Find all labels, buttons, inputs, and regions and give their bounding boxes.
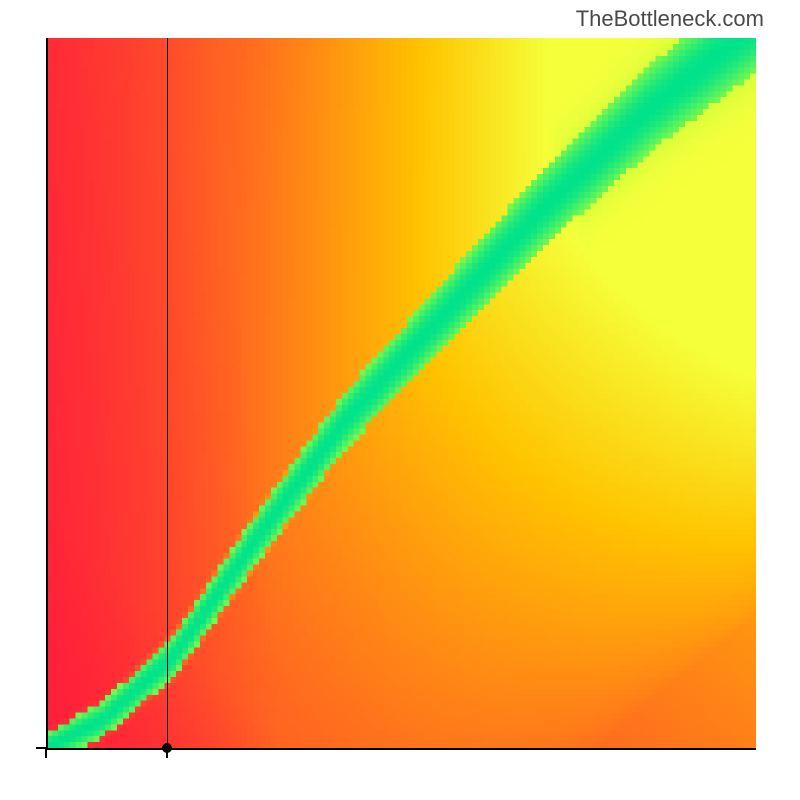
- attribution-text: TheBottleneck.com: [576, 6, 764, 32]
- vertical-guide-line: [167, 38, 168, 750]
- plot-area: [46, 38, 756, 748]
- y-axis: [46, 38, 48, 750]
- y-tick: [36, 747, 46, 749]
- x-axis: [46, 748, 756, 750]
- marker-dot: [162, 743, 172, 753]
- x-tick: [45, 748, 47, 758]
- heatmap-canvas: [46, 38, 756, 748]
